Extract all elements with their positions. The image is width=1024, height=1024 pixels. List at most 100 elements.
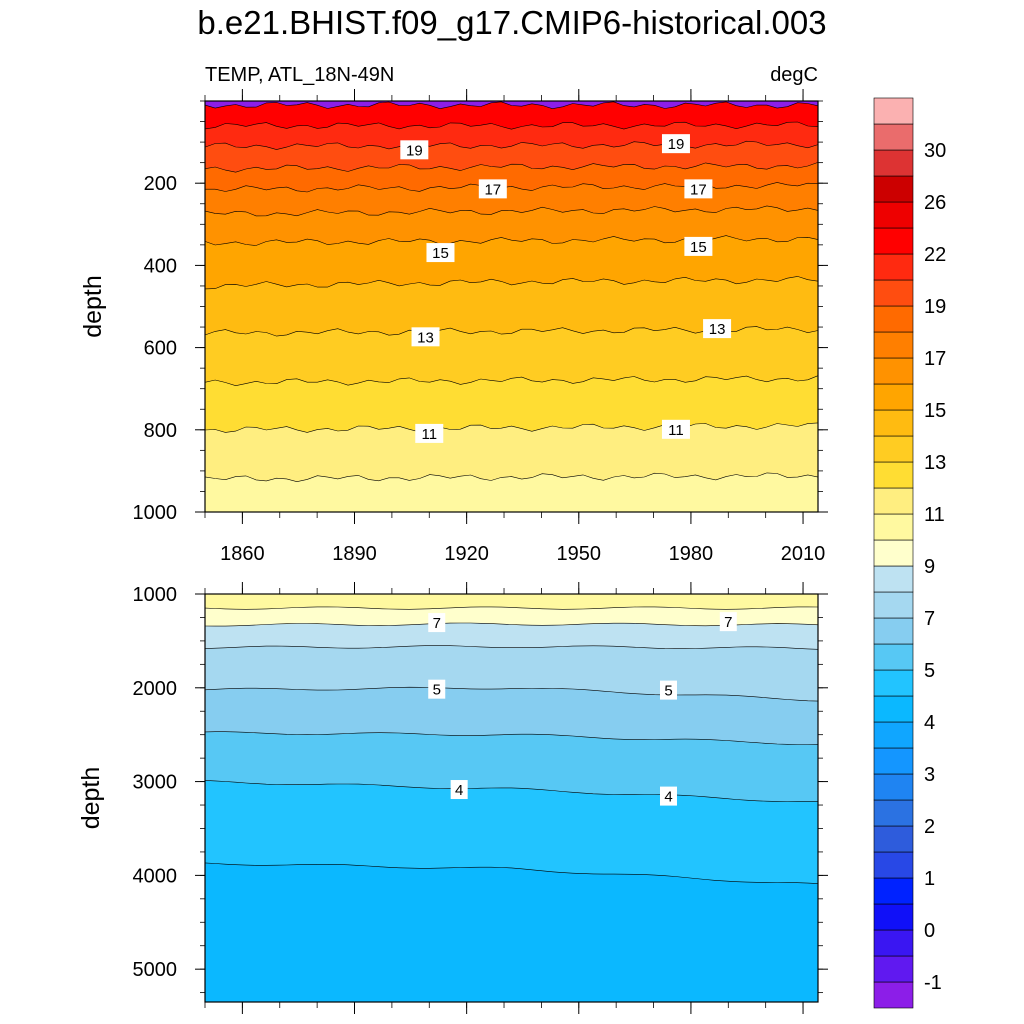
colorbar-swatch	[873, 565, 914, 593]
colorbar-swatch	[873, 825, 914, 853]
contour-label-bg	[684, 236, 713, 256]
contour-label-bg	[684, 179, 713, 199]
contour-label: 17	[684, 179, 713, 199]
colorbar-label: 30	[924, 140, 946, 162]
contour-label: 19	[400, 140, 429, 160]
colorbar-swatch	[873, 721, 914, 749]
x-tick-label: 2010	[781, 543, 826, 565]
x-tick-label: 1950	[557, 543, 602, 565]
contour-label: 7	[428, 613, 446, 633]
colorbar-swatch	[873, 123, 914, 151]
colorbar-label: 5	[924, 660, 935, 682]
contour-line-4	[204, 780, 818, 802]
contour-label: 5	[659, 680, 677, 700]
colorbar-swatch	[873, 929, 914, 957]
contour-label: 7	[719, 612, 737, 632]
contour-label-text: 11	[668, 422, 684, 439]
colorbar-swatch	[873, 903, 914, 931]
colorbar-swatch	[873, 643, 914, 671]
contour-label-bg	[661, 419, 690, 439]
colorbar-swatch	[873, 357, 914, 385]
plot-frame	[204, 593, 819, 1003]
contour-line-14	[204, 276, 819, 290]
contour-label-text: 7	[724, 614, 732, 631]
contour-label: 11	[415, 423, 444, 443]
contour-label-bg	[415, 423, 444, 443]
colorbar-swatch	[873, 383, 914, 411]
colorbar-swatch	[873, 331, 914, 359]
colorbar-swatch	[873, 981, 914, 1009]
y-tick-label: 4000	[133, 865, 178, 887]
contour-label: 11	[661, 419, 690, 439]
colorbar-swatch	[873, 175, 914, 203]
colorbar-swatch	[873, 409, 914, 437]
contour-label-text: 17	[690, 181, 707, 198]
colorbar-swatch	[873, 591, 914, 619]
contour-label: 17	[478, 179, 507, 199]
colorbar-swatch	[873, 747, 914, 775]
contour-label-text: 15	[690, 239, 707, 256]
variable-label: TEMP, ATL_18N-49N	[205, 64, 395, 86]
contour-line-7	[204, 645, 819, 650]
colorbar-swatch	[873, 695, 914, 723]
colorbar-swatch	[873, 773, 914, 801]
contour-label-text: 11	[421, 426, 437, 443]
contour-line-9	[204, 606, 819, 610]
contour-label-bg	[400, 140, 429, 160]
y-tick-label: 600	[144, 338, 177, 360]
y-tick-label: 5000	[133, 959, 178, 981]
colorbar-swatch	[873, 539, 914, 567]
y-axis-label: depth	[77, 767, 105, 830]
contour-label: 13	[703, 319, 732, 339]
contour-label-bg	[411, 327, 440, 347]
colorbar-label: 9	[924, 556, 935, 578]
contour-label-text: 15	[432, 245, 449, 262]
contour-label-text: 5	[664, 683, 672, 700]
contour-label-bg	[719, 612, 737, 632]
contour-line-5	[204, 731, 819, 745]
colorbar-label: 3	[924, 764, 935, 786]
contour-label-text: 19	[668, 136, 685, 153]
contour-label-text: 13	[417, 329, 434, 346]
contour-label-text: 13	[709, 321, 726, 338]
contour-label-bg	[659, 786, 677, 806]
contour-line-8	[204, 622, 819, 627]
colorbar-label: 1	[924, 868, 935, 890]
colorbar-label: 0	[924, 920, 935, 942]
colorbar-label: -1	[924, 972, 942, 994]
y-tick-label: 1000	[133, 502, 178, 524]
contour-label: 13	[411, 327, 440, 347]
contour-line-20	[204, 121, 819, 130]
colorbar-label: 22	[924, 244, 946, 266]
contour-line-6	[204, 686, 819, 702]
x-tick-label: 1980	[669, 543, 714, 565]
y-tick-label: 200	[144, 173, 177, 195]
colorbar-label: 7	[924, 608, 935, 630]
contour-line-21	[204, 101, 819, 110]
chart-title: b.e21.BHIST.f09_g17.CMIP6-historical.003	[197, 4, 827, 41]
colorbar-swatch	[873, 851, 914, 879]
contour-label-bg	[659, 680, 677, 700]
contour-line-19	[204, 140, 819, 150]
contour-line-15	[204, 235, 819, 246]
chart-panel-2: 7 7 5 5 4 4 1000 2000 3000 4000 5000 depth	[77, 582, 828, 1014]
colorbar-swatch	[873, 487, 914, 515]
contour-label-bg	[478, 179, 507, 199]
units-label: degC	[770, 64, 818, 86]
colorbar-swatch	[873, 227, 914, 255]
contour-label-bg	[426, 243, 455, 263]
contour-label-bg	[450, 780, 468, 800]
contour-label-bg	[428, 679, 446, 699]
contour-label: 15	[426, 243, 455, 263]
contour-line-17	[205, 182, 819, 193]
colorbar-swatch	[873, 279, 914, 307]
colorbar-label: 17	[924, 348, 946, 370]
colorbar-swatch	[873, 201, 914, 229]
contour-label: 5	[428, 679, 446, 699]
contour-label-text: 4	[455, 782, 463, 799]
colorbar-swatch	[873, 617, 914, 645]
band-level-3	[205, 862, 818, 1002]
x-tick-label: 1920	[444, 543, 489, 565]
colorbar-label: 13	[924, 452, 946, 474]
